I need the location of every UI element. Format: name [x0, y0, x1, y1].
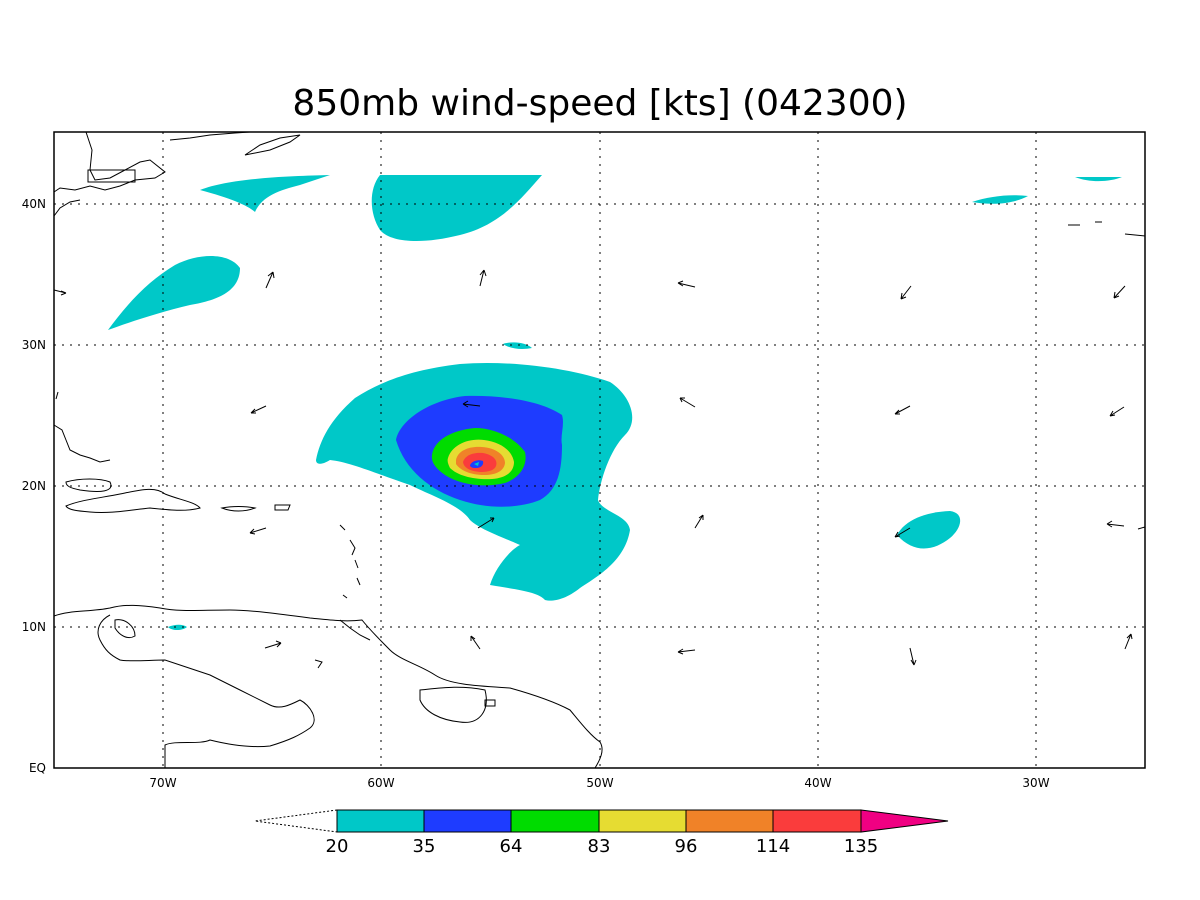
wind-arrow [1109, 406, 1125, 417]
colorbar-swatch [772, 809, 862, 833]
lat-axis-labels: EQ 10N 20N 30N 40N [22, 197, 46, 775]
colorbar-swatch [336, 809, 425, 833]
contour-patch-ne-1 [200, 175, 330, 212]
lon-tick-label: 40W [804, 776, 831, 790]
lon-tick-label: 50W [586, 776, 613, 790]
lon-tick-label: 70W [149, 776, 176, 790]
wind-contours [108, 175, 1122, 630]
wind-arrow [894, 405, 911, 415]
colorbar-swatch [685, 809, 774, 833]
wind-arrow [677, 648, 696, 655]
colorbar: 20 35 64 83 96 114 135 [254, 809, 949, 857]
wind-arrow [470, 635, 481, 650]
lat-tick-label: 10N [22, 620, 46, 634]
colorbar-label: 20 [326, 836, 349, 857]
colorbar-label: 83 [588, 836, 611, 857]
colorbar-under-triangle [254, 809, 338, 833]
map-title: 850mb wind-speed [kts] (042300) [292, 83, 907, 124]
contour-patch-small [503, 342, 532, 349]
contour-patch-nw [108, 255, 240, 330]
map-panel [53, 131, 1146, 769]
contour-patch-se [897, 511, 961, 549]
colorbar-over-triangle [860, 809, 949, 833]
wind-arrow [250, 405, 267, 414]
contour-patch-east-2 [1075, 177, 1122, 182]
wind-arrow [909, 647, 917, 666]
contour-storm-eye [474, 462, 479, 466]
wind-arrow [477, 517, 495, 529]
contour-patch-east-1 [972, 195, 1028, 204]
wind-arrow [249, 527, 267, 535]
colorbar-label: 35 [413, 836, 436, 857]
colorbar-label: 96 [675, 836, 698, 857]
wind-arrow [1124, 633, 1133, 650]
wind-arrow [264, 640, 282, 649]
colorbar-label: 114 [756, 836, 790, 857]
wind-arrow [265, 271, 275, 289]
lat-tick-label: 20N [22, 479, 46, 493]
colorbar-swatch [598, 809, 687, 833]
wind-arrow [679, 397, 696, 408]
wind-arrow [462, 400, 481, 408]
wind-vectors [53, 269, 1146, 666]
colorbar-label: 64 [500, 836, 523, 857]
contour-patch-ne-2 [371, 175, 542, 242]
colorbar-swatch [423, 809, 512, 833]
contour-patch-sa [168, 624, 187, 630]
lon-tick-label: 30W [1022, 776, 1049, 790]
wind-arrow [1137, 526, 1146, 530]
wind-arrow [1113, 285, 1126, 299]
lon-tick-label: 60W [367, 776, 394, 790]
wind-arrow [55, 391, 59, 400]
wind-arrow [479, 269, 487, 287]
wind-arrow [694, 514, 704, 529]
colorbar-label: 135 [844, 836, 878, 857]
wind-arrow [677, 280, 696, 288]
wind-arrow [53, 289, 67, 296]
wind-arrow [900, 285, 912, 300]
lat-tick-label: EQ [29, 761, 46, 775]
graticule [54, 132, 1145, 768]
lat-tick-label: 30N [22, 338, 46, 352]
wind-arrow [1106, 520, 1125, 528]
wind-arrow [894, 527, 911, 538]
lon-axis-labels: 70W 60W 50W 40W 30W [149, 776, 1049, 790]
lat-tick-label: 40N [22, 197, 46, 211]
colorbar-swatch [510, 809, 600, 833]
